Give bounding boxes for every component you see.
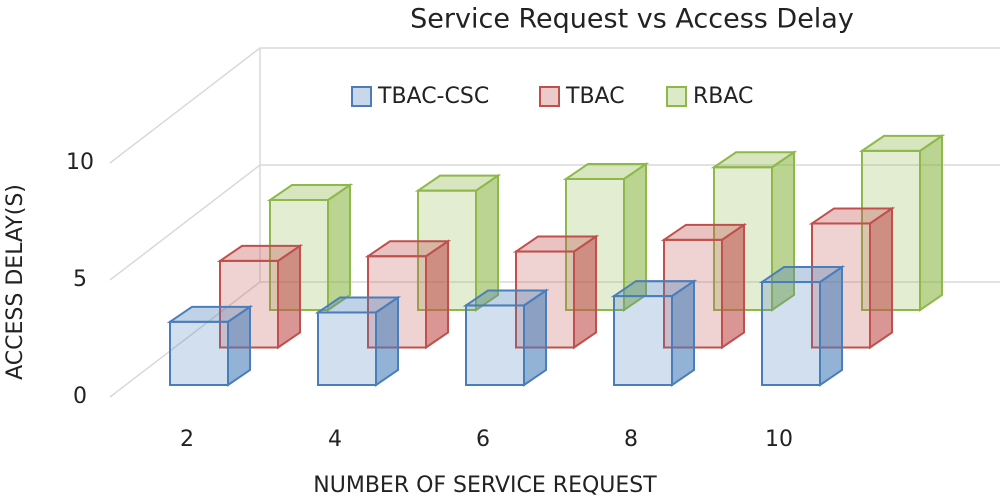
bar-side (425, 239, 449, 350)
chart-title: Service Request vs Access Delay (410, 4, 854, 35)
legend-label: RBAC (693, 84, 753, 109)
bar-side (277, 244, 301, 350)
y-tick-label: 5 (73, 267, 87, 292)
bar-side (523, 288, 547, 387)
bar-side (919, 133, 943, 312)
bar-side (573, 234, 597, 350)
bar (465, 304, 525, 386)
legend-marker (351, 86, 372, 107)
bar-side (671, 279, 695, 387)
x-tick-label: 8 (624, 427, 638, 452)
legend-label: TBAC (565, 84, 625, 109)
x-tick-label: 4 (328, 427, 342, 452)
bar-group (610, 279, 698, 387)
bar-group (414, 173, 502, 312)
y-tick-label: 10 (66, 150, 94, 175)
bar-group (314, 295, 402, 387)
legend-label: TBAC-CSC (377, 84, 489, 109)
x-axis-label: NUMBER OF SERVICE REQUEST (313, 473, 657, 498)
legend-marker (666, 86, 687, 107)
y-tick-label: 0 (73, 384, 87, 409)
x-tick-label: 6 (476, 427, 490, 452)
bar-side (819, 265, 843, 387)
bar (613, 295, 673, 386)
x-tick-label: 10 (765, 427, 793, 452)
bar-group (166, 304, 254, 387)
bar-group (462, 288, 550, 387)
bar-group (758, 265, 846, 387)
bar (761, 281, 821, 387)
bar-side (869, 206, 893, 350)
bar (317, 311, 377, 386)
bar-side (721, 222, 745, 350)
legend-marker (539, 86, 560, 107)
y-axis-label: ACCESS DELAY(S) (3, 184, 28, 380)
bar-side (327, 183, 351, 312)
x-tick-label: 2 (180, 427, 194, 452)
bar (169, 320, 229, 387)
